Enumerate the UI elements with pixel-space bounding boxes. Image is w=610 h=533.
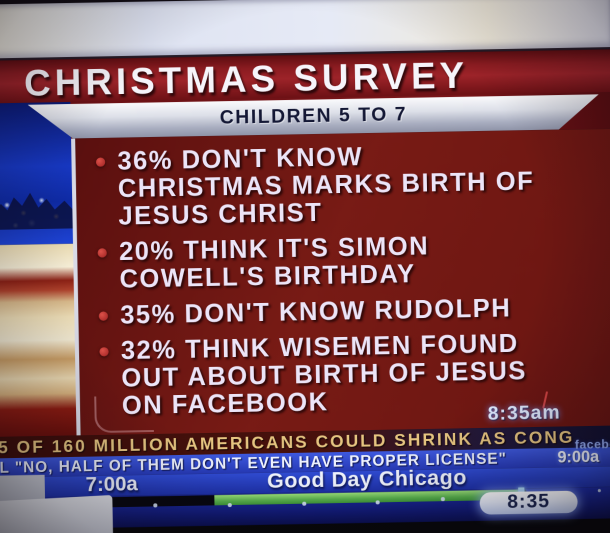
panel-corner-outline	[94, 395, 154, 434]
bullet-dot-icon	[97, 248, 107, 258]
bullet-line: COWELL'S BIRTHDAY	[119, 259, 416, 294]
bullet-dot-icon	[95, 157, 106, 167]
bullet-dot-icon	[98, 311, 109, 321]
program-start-time: 7:00a	[85, 473, 138, 497]
bullet-line: JESUS CHRIST	[118, 198, 323, 231]
program-end-time: 9:00a	[557, 448, 600, 467]
progress-marker-dot	[227, 502, 232, 508]
studio-background	[0, 101, 79, 437]
buildings-silhouette	[0, 186, 75, 230]
bullet-text: 32% THINK WISEMEN FOUND OUT ABOUT BIRTH …	[121, 329, 528, 421]
bullet-text: 20% THINK IT'S SIMON COWELL'S BIRTHDAY	[119, 232, 430, 294]
bullet-item: 20% THINK IT'S SIMON COWELL'S BIRTHDAY	[97, 230, 610, 294]
subtitle-label: CHILDREN 5 TO 7	[219, 103, 408, 129]
time-pill: 8:35	[479, 490, 578, 515]
bullet-line: ON FACEBOOK	[121, 387, 329, 421]
studio-set-stripes	[0, 243, 79, 437]
bullet-line: 35% DON'T KNOW RUDOLPH	[119, 293, 512, 330]
progress-marker-dot	[440, 497, 445, 502]
bullet-item: 35% DON'T KNOW RUDOLPH	[98, 293, 610, 330]
photo-foreground-object	[0, 495, 114, 533]
bullet-text: 36% DON'T KNOW CHRISTMAS MARKS BIRTH OF …	[117, 140, 535, 231]
progress-marker-dot	[153, 503, 158, 508]
progress-marker-dot	[375, 500, 380, 505]
survey-panel: 36% DON'T KNOW CHRISTMAS MARKS BIRTH OF …	[71, 128, 610, 436]
bullet-item: 36% DON'T KNOW CHRISTMAS MARKS BIRTH OF …	[95, 139, 609, 231]
bullet-text: 35% DON'T KNOW RUDOLPH	[119, 293, 512, 330]
progress-marker-dot	[302, 501, 307, 506]
bullet-dot-icon	[99, 347, 109, 357]
onscreen-clock: 8:35am	[487, 402, 561, 425]
progress-marker-dot	[597, 489, 601, 493]
